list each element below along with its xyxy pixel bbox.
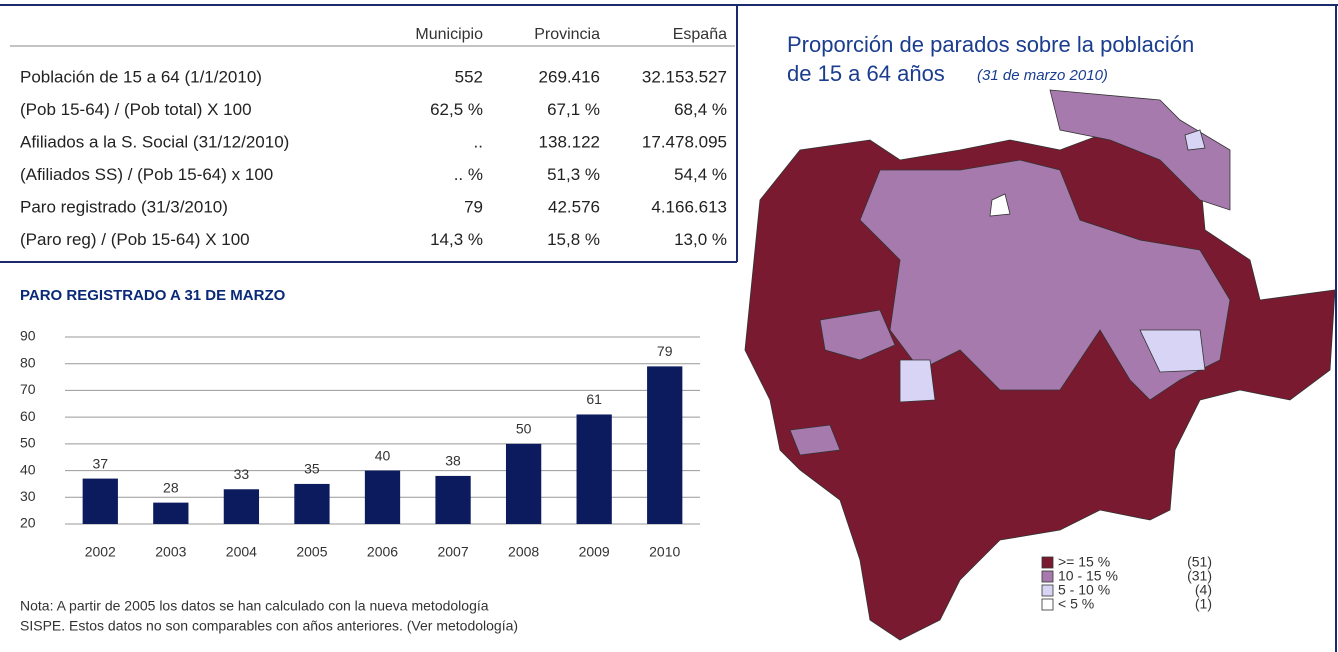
- table-cell: 67,1 %: [547, 100, 600, 119]
- table-cell: 42.576: [548, 197, 600, 216]
- table-cell: 4.166.613: [651, 197, 727, 216]
- table-cell: 79: [464, 197, 483, 216]
- legend-count: (31): [1187, 568, 1212, 584]
- map-subtitle: (31 de marzo 2010): [977, 67, 1108, 84]
- data-label: 37: [92, 455, 108, 471]
- y-tick-label: 20: [20, 515, 36, 531]
- bar: [364, 470, 401, 524]
- row-label: (Afiliados SS) / (Pob 15-64) x 100: [20, 165, 273, 184]
- x-tick-label: 2005: [296, 544, 327, 560]
- column-header: Provincia: [534, 26, 600, 43]
- x-tick-label: 2007: [437, 544, 468, 560]
- row-label: Afiliados a la S. Social (31/12/2010): [20, 132, 289, 151]
- row-label: Paro registrado (31/3/2010): [20, 197, 228, 216]
- data-label: 61: [586, 391, 602, 407]
- chart-title: PARO REGISTRADO A 31 DE MARZO: [20, 287, 286, 304]
- legend-count: (51): [1187, 554, 1212, 570]
- table-cell: 54,4 %: [674, 165, 727, 184]
- x-tick-label: 2009: [579, 544, 610, 560]
- x-tick-label: 2003: [155, 544, 186, 560]
- table-cell: 552: [455, 67, 483, 86]
- data-label: 38: [445, 453, 461, 469]
- bar: [647, 366, 683, 524]
- data-label: 79: [657, 343, 673, 359]
- data-label: 35: [304, 461, 320, 477]
- bar: [153, 502, 189, 524]
- table-cell: 138.122: [539, 132, 600, 151]
- table-cell: 17.478.095: [642, 132, 727, 151]
- x-tick-label: 2008: [508, 544, 539, 560]
- bar: [505, 443, 542, 524]
- note: Nota: A partir de 2005 los datos se han …: [20, 598, 489, 614]
- x-tick-label: 2010: [649, 544, 680, 560]
- legend-label: < 5 %: [1058, 596, 1094, 612]
- row-label: (Pob 15-64) / (Pob total) X 100: [20, 100, 252, 119]
- table-cell: .. %: [454, 165, 483, 184]
- table-cell: 51,3 %: [547, 165, 600, 184]
- column-header: Municipio: [415, 26, 483, 43]
- table-cell: 13,0 %: [674, 230, 727, 249]
- legend-label: 10 - 15 %: [1058, 568, 1118, 584]
- data-label: 33: [234, 466, 250, 482]
- table-cell: 62,5 %: [430, 100, 483, 119]
- y-tick-label: 80: [20, 354, 36, 370]
- data-label: 28: [163, 479, 179, 495]
- y-tick-label: 40: [20, 461, 36, 477]
- y-tick-label: 50: [20, 435, 36, 451]
- x-tick-label: 2004: [226, 544, 257, 560]
- legend-swatch: [1041, 570, 1054, 583]
- map-title: de 15 a 64 años: [787, 61, 945, 86]
- y-tick-label: 30: [20, 488, 36, 504]
- x-tick-label: 2002: [85, 544, 116, 560]
- table-cell: 15,8 %: [547, 230, 600, 249]
- table-cell: ..: [474, 132, 483, 151]
- table-cell: 32.153.527: [642, 67, 727, 86]
- bar: [576, 414, 612, 524]
- data-label: 40: [375, 447, 391, 463]
- x-tick-label: 2006: [367, 544, 398, 560]
- row-label: Población de 15 a 64 (1/1/2010): [20, 67, 262, 86]
- y-tick-label: 60: [20, 408, 36, 424]
- y-tick-label: 70: [20, 381, 36, 397]
- note: SISPE. Estos datos no son comparables co…: [20, 618, 518, 634]
- map: [744, 89, 1336, 641]
- data-label: 50: [516, 421, 532, 437]
- bar: [294, 483, 330, 524]
- legend-count: (4): [1195, 582, 1212, 598]
- table-cell: 14,3 %: [430, 230, 483, 249]
- legend-label: 5 - 10 %: [1058, 582, 1110, 598]
- bar: [223, 489, 260, 524]
- legend-count: (1): [1195, 596, 1212, 612]
- row-label: (Paro reg) / (Pob 15-64) X 100: [20, 230, 250, 249]
- legend-swatch: [1041, 584, 1054, 597]
- bar: [435, 475, 471, 524]
- bar: [82, 478, 118, 524]
- legend-swatch: [1041, 556, 1054, 569]
- y-tick-label: 90: [20, 328, 36, 344]
- legend-label: >= 15 %: [1058, 554, 1110, 570]
- column-header: España: [673, 26, 727, 43]
- map-title: Proporción de parados sobre la población: [787, 32, 1194, 57]
- legend-swatch: [1041, 598, 1054, 611]
- table-cell: 269.416: [539, 67, 600, 86]
- table-cell: 68,4 %: [674, 100, 727, 119]
